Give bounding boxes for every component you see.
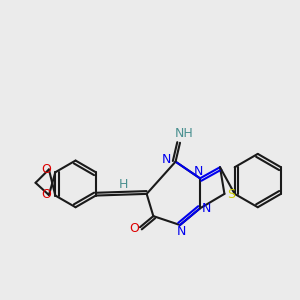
Text: N: N (202, 202, 211, 215)
Text: O: O (42, 163, 52, 176)
Text: O: O (130, 222, 140, 235)
Text: H: H (119, 178, 128, 191)
Text: N: N (176, 225, 186, 238)
Text: N: N (194, 165, 204, 178)
Text: NH: NH (175, 128, 194, 140)
Text: S: S (227, 188, 235, 202)
Text: N: N (162, 153, 171, 166)
Text: O: O (42, 188, 52, 202)
